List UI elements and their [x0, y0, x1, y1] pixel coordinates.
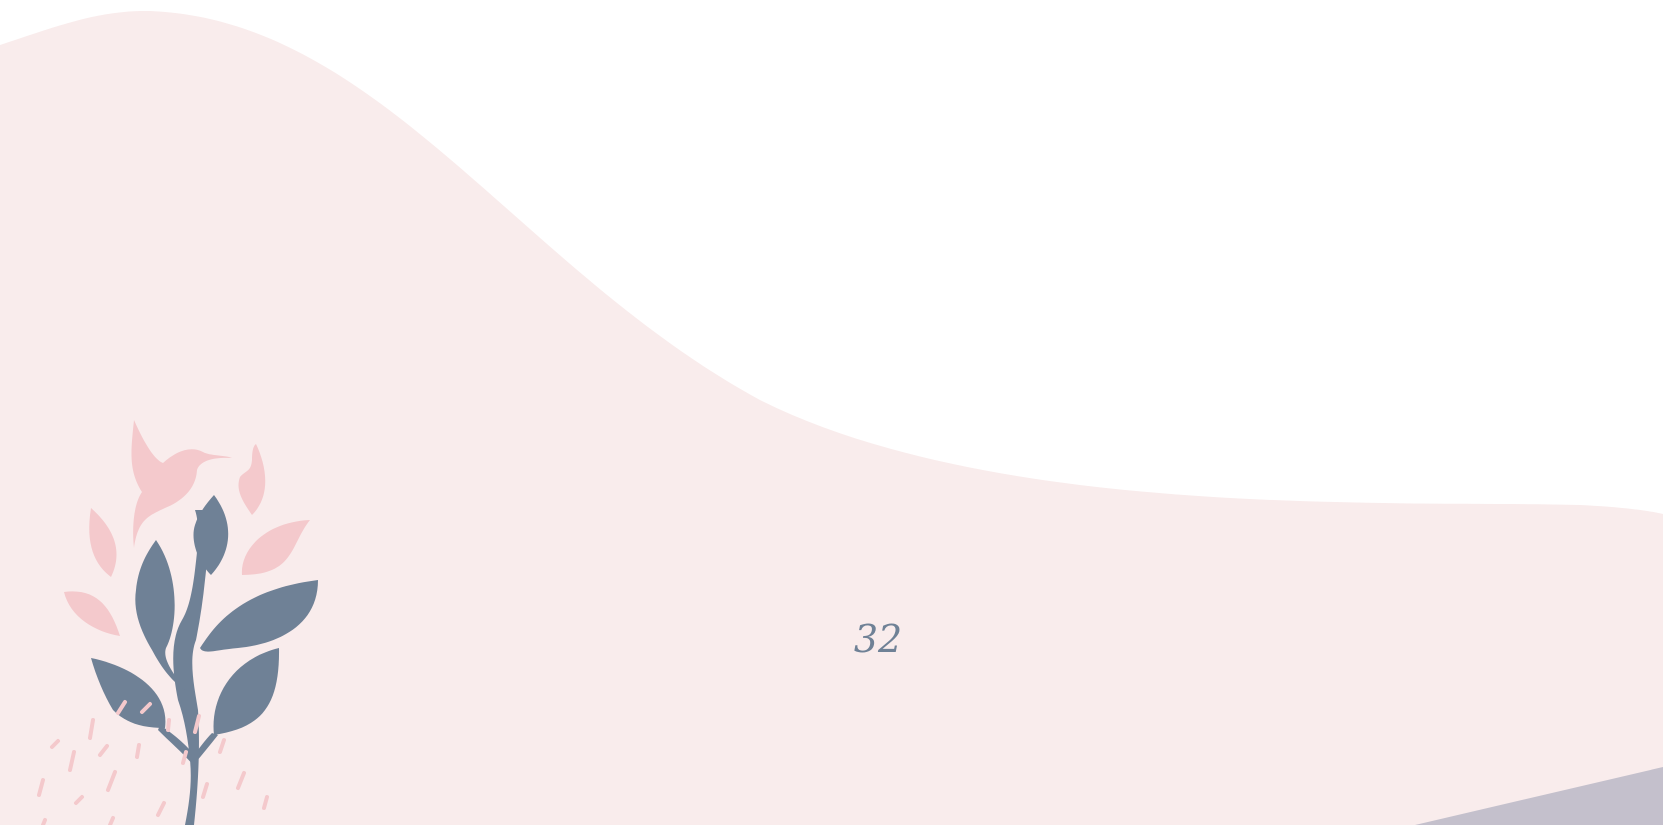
page-number: 32 [854, 617, 902, 661]
blue-leaves [91, 495, 318, 825]
pink-leaves [64, 420, 310, 636]
pink-dashes [37, 700, 269, 825]
pink-wave [0, 10, 1663, 825]
gray-corner [1415, 767, 1663, 825]
plant-illustration [37, 420, 318, 825]
